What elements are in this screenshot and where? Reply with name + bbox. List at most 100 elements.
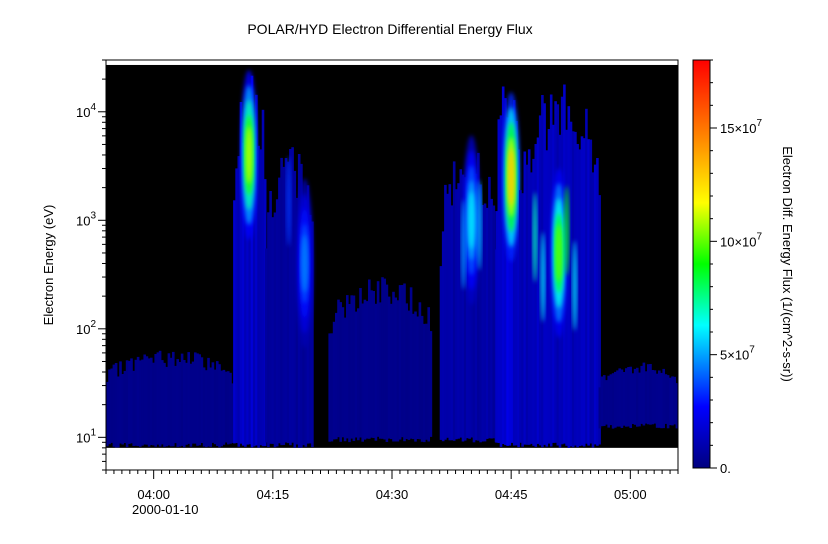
flux-peak: [301, 234, 308, 293]
flux-cell: [479, 184, 482, 443]
flux-cell: [446, 193, 449, 438]
x-tick-label: 04:15: [257, 487, 290, 502]
flux-cell: [293, 170, 297, 448]
flux-cell: [311, 221, 314, 448]
flux-cell: [407, 310, 411, 440]
flux-cell: [547, 129, 551, 444]
flux-peak: [468, 191, 475, 250]
flux-cell: [136, 356, 140, 447]
flux-cell: [425, 323, 428, 440]
flux-cell: [603, 375, 606, 426]
x-axis: 04:00 04:15 04:30 04:45 05:00: [105, 470, 679, 502]
flux-cell: [169, 357, 173, 447]
flux-cell: [257, 145, 260, 448]
flux-cell: [198, 354, 201, 446]
flux-cell: [427, 307, 430, 442]
flux-cell: [282, 166, 286, 445]
flux-cell: [387, 296, 391, 439]
flux-cell: [644, 371, 648, 424]
flux-cell: [495, 211, 498, 443]
flux-cell: [455, 189, 458, 440]
flux-cell: [527, 149, 531, 445]
flux-cell: [143, 354, 146, 445]
flux-cell: [653, 370, 657, 424]
flux-streak: [540, 232, 546, 323]
flux-cell: [466, 183, 469, 439]
colorbar-label: Electron Diff. Energy Flux (1/(cm^2-s-sr…: [780, 146, 795, 382]
flux-cell: [622, 372, 626, 426]
flux-cell: [523, 151, 527, 445]
flux-cell: [196, 353, 199, 446]
flux-cell: [640, 365, 643, 424]
flux-cell: [585, 108, 588, 444]
flux-cell: [248, 112, 252, 445]
flux-cell: [497, 119, 501, 444]
flux-cell: [423, 323, 426, 443]
flux-cell: [354, 311, 358, 438]
chart-title: POLAR/HYD Electron Differential Energy F…: [247, 21, 532, 37]
flux-cell: [308, 214, 312, 444]
x-tick-label: 04:45: [495, 487, 528, 502]
flux-cell: [629, 366, 632, 428]
flux-streak: [564, 185, 570, 276]
flux-region: [519, 84, 601, 448]
flux-cell: [341, 307, 345, 438]
flux-cell: [598, 195, 601, 445]
heatmap: [106, 64, 678, 448]
flux-cell: [202, 367, 206, 447]
flux-cell: [185, 362, 188, 445]
flux-cell: [361, 303, 364, 442]
flux-streak: [286, 156, 292, 247]
flux-streak: [532, 192, 538, 283]
flux-cell: [611, 373, 615, 429]
flux-cell: [448, 184, 452, 441]
flux-cell: [655, 373, 659, 428]
flux-cell: [636, 367, 639, 427]
flux-cell: [261, 109, 265, 447]
flux-cell: [420, 315, 424, 442]
colorbar-tick-label: 10×107: [720, 231, 763, 249]
flux-cell: [370, 290, 373, 438]
flux-cell: [271, 217, 275, 444]
flux-cell: [172, 351, 175, 447]
flux-cell: [286, 161, 290, 444]
flux-cell: [485, 207, 489, 439]
flux-cell: [284, 158, 288, 443]
flux-cell: [125, 360, 129, 448]
flux-cell: [519, 190, 522, 443]
flux-cell: [596, 158, 599, 446]
flux-cell: [332, 321, 336, 440]
flux-cell: [114, 363, 118, 448]
flux-cell: [515, 121, 518, 446]
flux-cell: [582, 138, 586, 447]
flux-cell: [452, 161, 456, 441]
y-axis: 101 102 103 104: [76, 59, 106, 471]
flux-cell: [200, 357, 204, 443]
flux-cell: [330, 333, 334, 442]
flux-cell: [241, 143, 245, 446]
flux-cell: [244, 108, 247, 447]
flux-cell: [227, 371, 230, 445]
flux-cell: [576, 144, 579, 448]
flux-cell: [252, 127, 256, 447]
flux-cell: [675, 383, 678, 429]
flux-cell: [538, 115, 542, 446]
flux-cell: [218, 364, 221, 448]
flux-region: [598, 362, 678, 429]
flux-cell: [174, 365, 177, 444]
colorbar-tick-label: 15×107: [720, 118, 763, 136]
flux-cell: [381, 277, 384, 439]
flux-cell: [213, 369, 217, 445]
flux-cell: [470, 184, 474, 438]
flux-cell: [418, 302, 422, 440]
flux-cell: [545, 150, 549, 447]
flux-cell: [481, 205, 485, 442]
flux-cell: [156, 352, 160, 445]
x-tick-label: 04:00: [137, 487, 170, 502]
y-tick-label: 103: [76, 210, 96, 228]
flux-cell: [295, 197, 299, 445]
flux-cell: [187, 352, 190, 444]
flux-cell: [459, 169, 463, 438]
y-tick-label: 102: [76, 319, 96, 337]
